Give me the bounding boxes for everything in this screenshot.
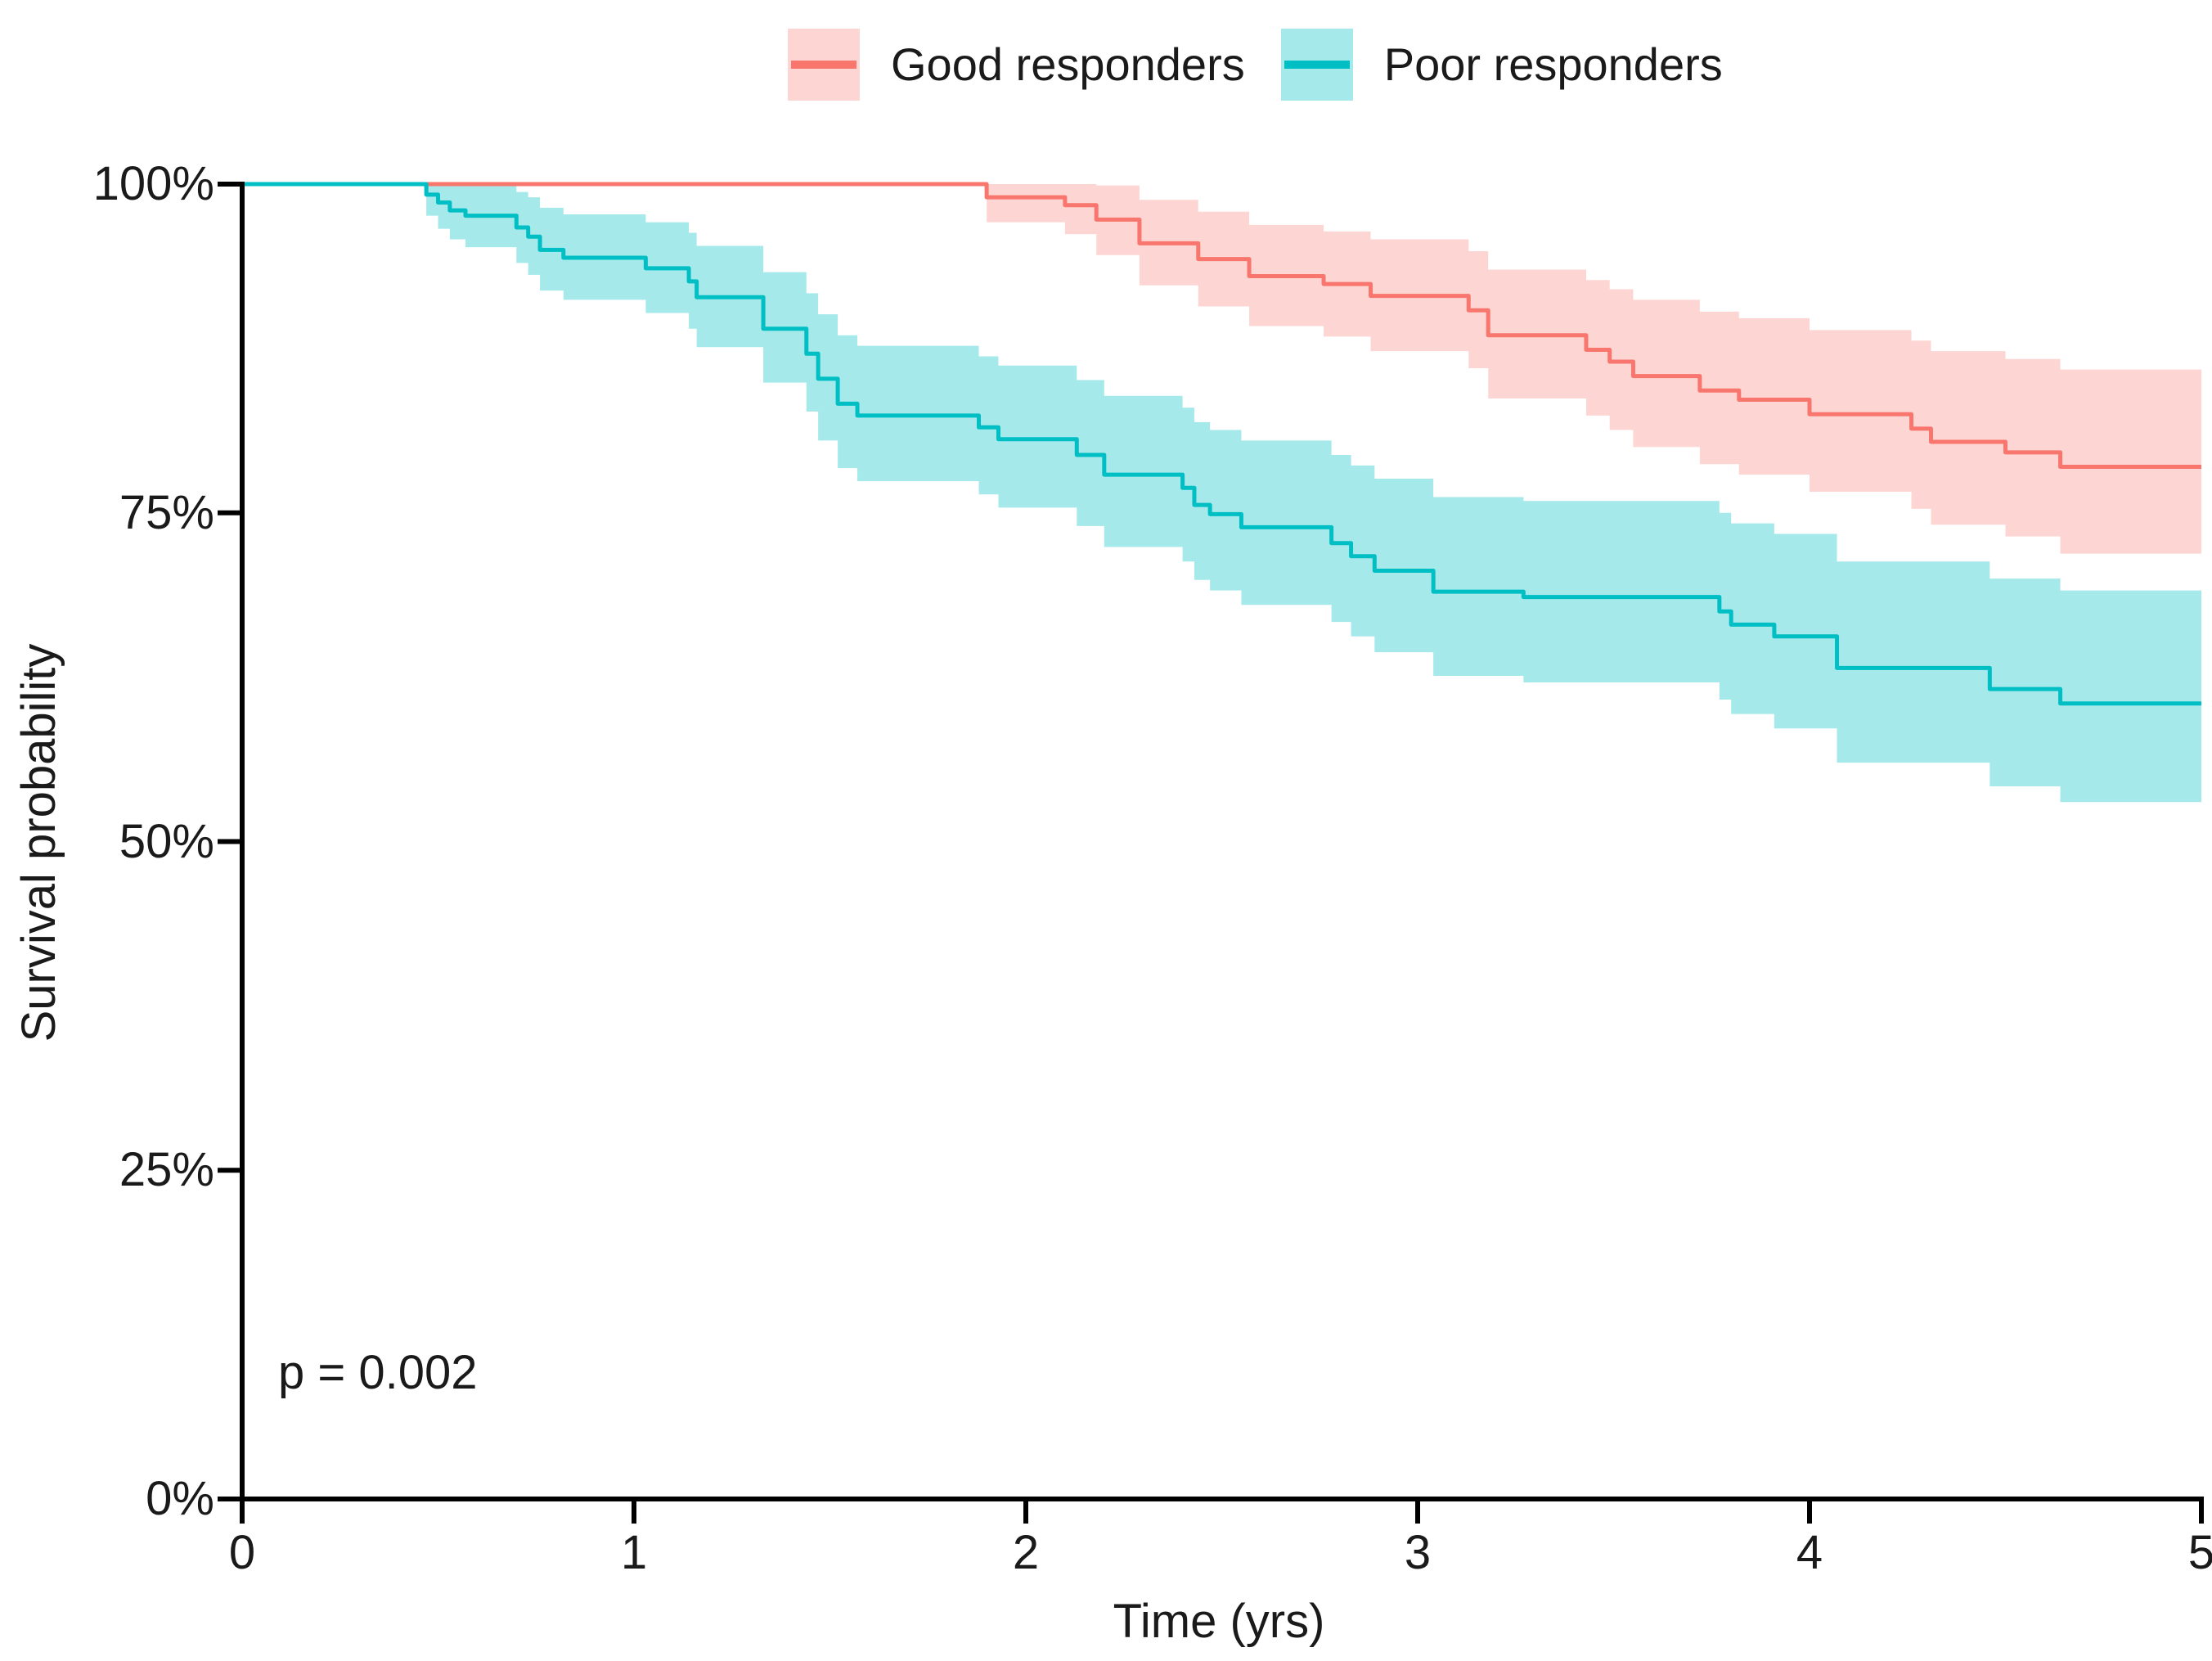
y-tick-label: 75%: [119, 485, 214, 539]
x-axis-title: Time (yrs): [1113, 1595, 1325, 1648]
x-tick-label: 4: [1796, 1526, 1823, 1579]
good-responders-key-line-icon: [791, 61, 856, 69]
legend-item-good-responders: Good responders: [788, 29, 1245, 101]
poor-responders-key-line-icon: [1284, 61, 1350, 69]
x-tick-label: 0: [228, 1526, 256, 1579]
good-responders-legend-key-icon: [788, 29, 860, 101]
p-value-annotation: p = 0.002: [278, 1346, 478, 1399]
x-tick-label: 2: [1012, 1526, 1040, 1579]
x-tick-label: 3: [1404, 1526, 1432, 1579]
y-tick-label: 100%: [92, 157, 214, 210]
poor-responders-legend-key-icon: [1280, 29, 1353, 101]
legend: Good responders Poor responders: [788, 29, 1723, 101]
legend-label-poor-responders: Poor responders: [1383, 38, 1723, 90]
good-responders-confidence-band: [242, 184, 2201, 554]
legend-label-good-responders: Good responders: [891, 38, 1245, 90]
x-tick-label: 5: [2187, 1526, 2212, 1579]
y-tick-label: 25%: [119, 1143, 214, 1197]
poor-responders-confidence-band: [242, 184, 2201, 803]
y-tick-label: 0%: [146, 1472, 214, 1525]
poor-responders-survival-curve: [242, 182, 2201, 706]
x-tick-label: 1: [620, 1526, 648, 1579]
good-responders-survival-curve: [242, 182, 2201, 470]
legend-item-poor-responders: Poor responders: [1280, 29, 1723, 101]
y-tick-label: 50%: [119, 814, 214, 868]
